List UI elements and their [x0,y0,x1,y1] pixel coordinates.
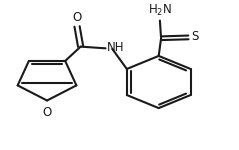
Text: NH: NH [107,41,124,54]
Text: O: O [72,11,82,24]
Text: S: S [191,30,199,43]
Text: H$_2$N: H$_2$N [148,3,172,18]
Text: O: O [42,106,52,119]
